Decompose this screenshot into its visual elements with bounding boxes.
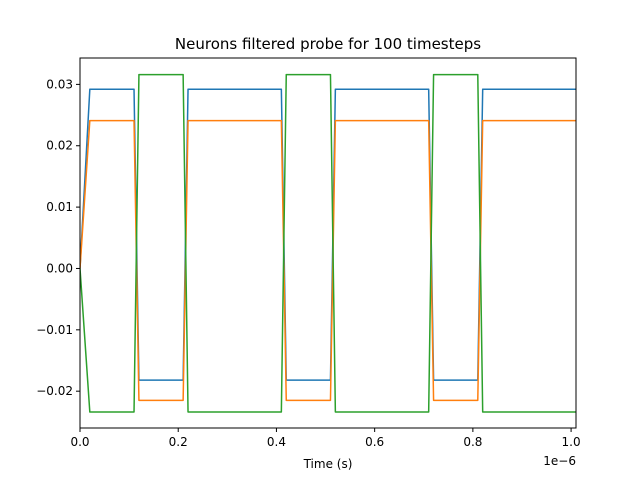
y-tick-label: 0.02 xyxy=(46,139,73,153)
series-line-3 xyxy=(80,73,576,413)
x-offset-label: 1e−6 xyxy=(543,454,576,468)
y-tick-label: 0.01 xyxy=(46,200,73,214)
x-tick-label: 1.0 xyxy=(562,435,581,449)
y-tick-label: 0.00 xyxy=(46,261,73,275)
x-tick-label: 0.4 xyxy=(267,435,286,449)
y-tick-label: 0.03 xyxy=(46,77,73,91)
series-layer xyxy=(80,73,576,413)
x-tick-label: 0.8 xyxy=(463,435,482,449)
x-tick-label: 0.6 xyxy=(365,435,384,449)
y-tick-label: −0.02 xyxy=(36,384,73,398)
plot-frame xyxy=(79,57,577,429)
series-line-2 xyxy=(80,119,576,402)
x-tick-label: 0.0 xyxy=(70,435,89,449)
x-tick-label: 0.2 xyxy=(169,435,188,449)
chart-title: Neurons filtered probe for 100 timesteps xyxy=(175,35,481,53)
y-tick-label: −0.01 xyxy=(36,323,73,337)
axes-layer: 0.0 0.2 0.4 0.6 0.8 1.0 0.03 0.02 0.01 0.00 −0.01 −… xyxy=(36,77,580,449)
x-axis-label: Time (s) xyxy=(303,457,353,471)
